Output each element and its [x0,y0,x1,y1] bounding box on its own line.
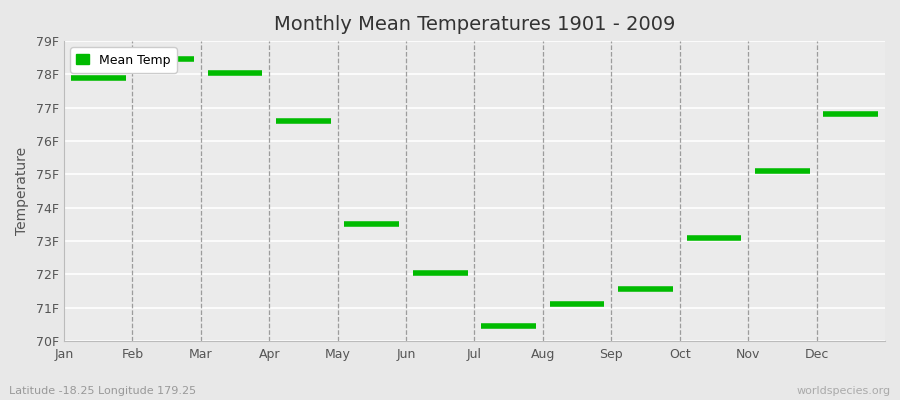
Text: Latitude -18.25 Longitude 179.25: Latitude -18.25 Longitude 179.25 [9,386,196,396]
Legend: Mean Temp: Mean Temp [70,47,176,73]
Title: Monthly Mean Temperatures 1901 - 2009: Monthly Mean Temperatures 1901 - 2009 [274,15,675,34]
Y-axis label: Temperature: Temperature [15,147,29,235]
Text: worldspecies.org: worldspecies.org [796,386,891,396]
